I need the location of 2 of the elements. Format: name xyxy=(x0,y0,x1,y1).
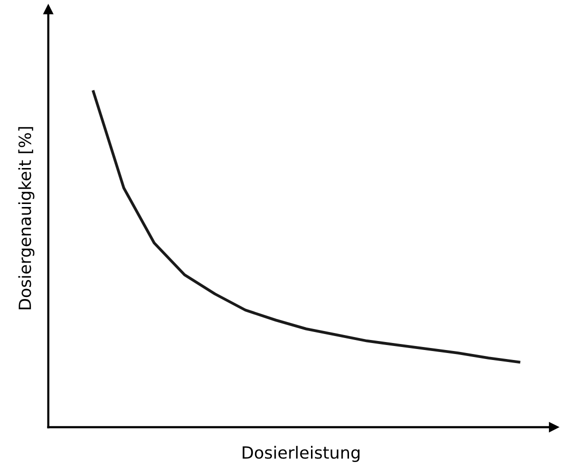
y-axis-title: Dosiergenauigkeit [%] xyxy=(18,127,34,310)
x-axis-title: Dosierleistung xyxy=(242,446,360,462)
